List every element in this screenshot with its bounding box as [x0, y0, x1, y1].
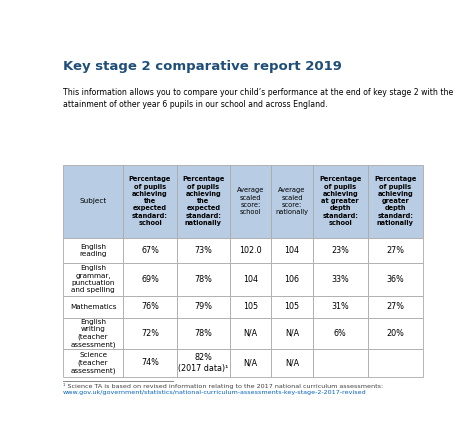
Text: 36%: 36%: [386, 275, 404, 283]
Text: www.gov.uk/government/statistics/national-curriculum-assessments-key-stage-2-201: www.gov.uk/government/statistics/nationa…: [63, 390, 367, 395]
Bar: [272, 238, 313, 263]
Bar: [272, 349, 313, 377]
Text: 79%: 79%: [194, 303, 212, 312]
Bar: [272, 295, 313, 318]
Text: N/A: N/A: [244, 359, 258, 368]
Bar: [123, 165, 177, 238]
Bar: [272, 263, 313, 295]
Text: 106: 106: [284, 275, 300, 283]
Bar: [368, 238, 423, 263]
Bar: [177, 238, 230, 263]
Text: 20%: 20%: [386, 329, 404, 338]
Bar: [313, 349, 368, 377]
Text: English
grammar,
punctuation
and spelling: English grammar, punctuation and spellin…: [71, 265, 115, 293]
Text: Mathematics: Mathematics: [70, 304, 117, 310]
Text: ¹ Science TA is based on revised information relating to the 2017 national curri: ¹ Science TA is based on revised informa…: [63, 384, 383, 389]
Bar: [63, 295, 123, 318]
Bar: [177, 349, 230, 377]
Text: 67%: 67%: [141, 246, 159, 255]
Bar: [313, 318, 368, 349]
Bar: [177, 263, 230, 295]
Bar: [230, 349, 272, 377]
Text: Subject: Subject: [80, 198, 107, 204]
Bar: [230, 165, 272, 238]
Text: N/A: N/A: [285, 359, 299, 368]
Text: 72%: 72%: [141, 329, 159, 338]
Text: 105: 105: [243, 303, 258, 312]
Bar: [272, 165, 313, 238]
Text: Percentage
of pupils
achieving
the
expected
standard:
school: Percentage of pupils achieving the expec…: [129, 177, 171, 226]
Text: Percentage
of pupils
achieving
the
expected
standard:
nationally: Percentage of pupils achieving the expec…: [182, 177, 225, 226]
Text: 105: 105: [284, 303, 300, 312]
Text: 27%: 27%: [386, 246, 404, 255]
Text: Science
(teacher
assessment): Science (teacher assessment): [71, 352, 116, 374]
Bar: [313, 165, 368, 238]
Bar: [123, 318, 177, 349]
Text: Key stage 2 comparative report 2019: Key stage 2 comparative report 2019: [63, 60, 342, 73]
Bar: [177, 318, 230, 349]
Text: 78%: 78%: [194, 275, 212, 283]
Text: 23%: 23%: [331, 246, 349, 255]
Bar: [368, 295, 423, 318]
Bar: [230, 263, 272, 295]
Bar: [272, 318, 313, 349]
Text: 33%: 33%: [331, 275, 349, 283]
Text: Percentage
of pupils
achieving
greater
depth
standard:
nationally: Percentage of pupils achieving greater d…: [374, 177, 417, 226]
Bar: [63, 263, 123, 295]
Text: 74%: 74%: [141, 359, 159, 368]
Bar: [230, 295, 272, 318]
Text: English
writing
(teacher
assessment): English writing (teacher assessment): [71, 319, 116, 348]
Text: 31%: 31%: [331, 303, 349, 312]
Bar: [123, 295, 177, 318]
Bar: [123, 349, 177, 377]
Text: This information allows you to compare your child’s performance at the end of ke: This information allows you to compare y…: [63, 88, 453, 109]
Bar: [368, 263, 423, 295]
Text: N/A: N/A: [244, 329, 258, 338]
Bar: [123, 263, 177, 295]
Bar: [313, 238, 368, 263]
Text: 27%: 27%: [386, 303, 404, 312]
Bar: [313, 295, 368, 318]
Text: 6%: 6%: [334, 329, 346, 338]
Text: English
reading: English reading: [80, 243, 107, 257]
Bar: [368, 318, 423, 349]
Bar: [63, 349, 123, 377]
Bar: [368, 165, 423, 238]
Text: N/A: N/A: [285, 329, 299, 338]
Bar: [313, 263, 368, 295]
Text: 104: 104: [243, 275, 258, 283]
Text: 78%: 78%: [194, 329, 212, 338]
Bar: [63, 238, 123, 263]
Text: Average
scaled
score:
nationally: Average scaled score: nationally: [275, 187, 309, 215]
Bar: [230, 238, 272, 263]
Bar: [63, 318, 123, 349]
Text: 104: 104: [284, 246, 300, 255]
Bar: [177, 165, 230, 238]
Text: 73%: 73%: [194, 246, 212, 255]
Text: 76%: 76%: [141, 303, 159, 312]
Text: Average
scaled
score:
school: Average scaled score: school: [237, 187, 264, 215]
Bar: [368, 349, 423, 377]
Text: Percentage
of pupils
achieving
at greater
depth
standard:
school: Percentage of pupils achieving at greate…: [319, 177, 362, 226]
Text: 82%
(2017 data)¹: 82% (2017 data)¹: [178, 353, 228, 373]
Bar: [230, 318, 272, 349]
Text: 69%: 69%: [141, 275, 159, 283]
Bar: [63, 165, 123, 238]
Text: 102.0: 102.0: [239, 246, 262, 255]
Bar: [123, 238, 177, 263]
Bar: [177, 295, 230, 318]
